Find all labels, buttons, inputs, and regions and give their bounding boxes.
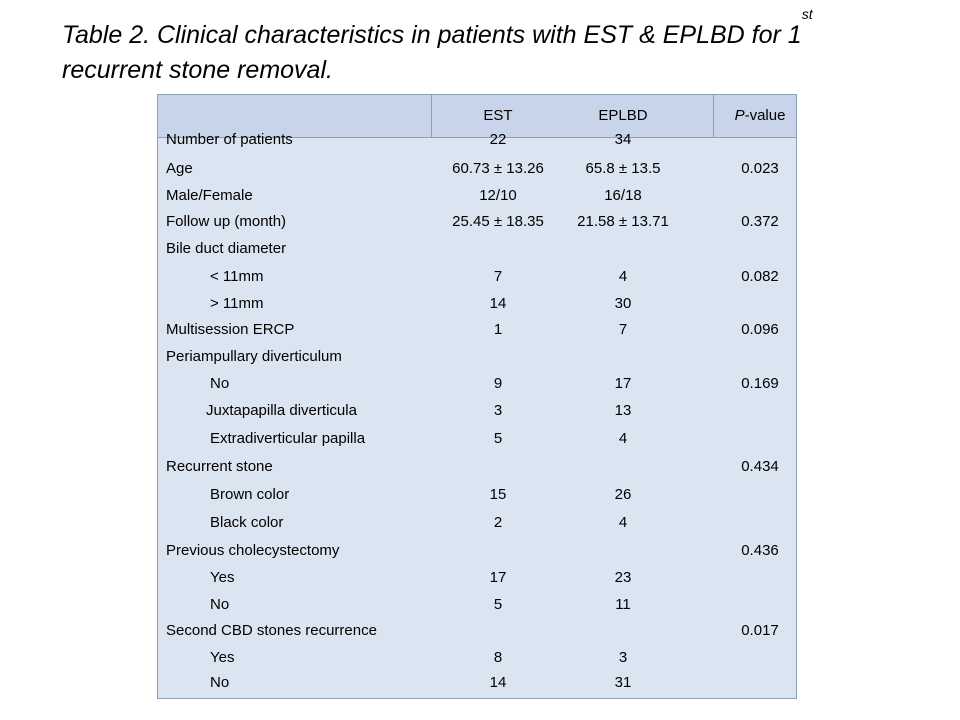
row-label: Bile duct diameter [166, 240, 287, 257]
caption-superscript: st [801, 6, 813, 22]
cell-est: 5 [493, 430, 503, 447]
cell-est: 25.45 ± 18.35 [452, 213, 544, 230]
cell-eplbd: 16/18 [604, 187, 642, 204]
row-label: Yes [210, 649, 235, 666]
header-p-rest: -value [744, 107, 786, 124]
cell-eplbd: 4 [618, 430, 628, 447]
cell-est: 7 [493, 268, 503, 285]
row-label: Multisession ERCP [166, 321, 295, 338]
cell-est: 22 [489, 131, 507, 148]
row-label: < 11mm [210, 268, 264, 285]
cell-est: 5 [493, 596, 503, 613]
cell-est: 15 [489, 486, 507, 503]
cell-p-value: 0.096 [741, 321, 779, 338]
row-label: Juxtapapilla diverticula [206, 402, 357, 419]
cell-est: 9 [493, 375, 503, 392]
cell-eplbd: 4 [618, 514, 628, 531]
row-label: No [210, 375, 230, 392]
cell-eplbd: 26 [614, 486, 632, 503]
row-label: No [210, 674, 230, 691]
clinical-characteristics-table: EST EPLBD P-value Number of patients 22 34… [157, 94, 797, 699]
row-label: Male/Female [166, 187, 253, 204]
cell-p-value: 0.082 [741, 268, 779, 285]
row-label: Black color [210, 514, 284, 531]
cell-eplbd: 17 [614, 375, 632, 392]
header-eplbd: EPLBD [598, 107, 648, 124]
header-p-italic: P [734, 107, 745, 124]
row-label: Brown color [210, 486, 290, 503]
cell-eplbd: 7 [618, 321, 628, 338]
cell-p-value: 0.017 [741, 622, 779, 639]
header-divider-left [431, 94, 432, 138]
row-label: Number of patients [166, 131, 293, 148]
table-caption: Table 2. Clinical characteristics in pat… [62, 7, 942, 88]
cell-eplbd: 30 [614, 295, 632, 312]
cell-est: 1 [493, 321, 503, 338]
cell-p-value: 0.436 [741, 542, 779, 559]
cell-eplbd: 13 [614, 402, 632, 419]
cell-eplbd: 3 [618, 649, 628, 666]
cell-est: 60.73 ± 13.26 [452, 160, 544, 177]
cell-est: 14 [489, 674, 507, 691]
cell-eplbd: 31 [614, 674, 632, 691]
cell-eplbd: 23 [614, 569, 632, 586]
cell-est: 12/10 [479, 187, 517, 204]
cell-p-value: 0.169 [741, 375, 779, 392]
cell-eplbd: 4 [618, 268, 628, 285]
row-label: Previous cholecystectomy [166, 542, 340, 559]
row-label: No [210, 596, 230, 613]
cell-est: 2 [493, 514, 503, 531]
cell-eplbd: 21.58 ± 13.71 [577, 213, 669, 230]
row-label: > 11mm [210, 295, 264, 312]
cell-p-value: 0.434 [741, 458, 779, 475]
cell-eplbd: 34 [614, 131, 632, 148]
row-label: Periampullary diverticulum [166, 348, 342, 365]
cell-p-value: 0.023 [741, 160, 779, 177]
cell-p-value: 0.372 [741, 213, 779, 230]
row-label: Age [166, 160, 193, 177]
cell-est: 17 [489, 569, 507, 586]
header-p-value: P-value [720, 107, 800, 125]
row-label: Second CBD stones recurrence [166, 622, 377, 639]
row-label: Recurrent stone [166, 458, 273, 475]
cell-est: 8 [493, 649, 503, 666]
header-est: EST [483, 107, 513, 124]
cell-eplbd: 65.8 ± 13.5 [585, 160, 661, 177]
cell-est: 3 [493, 402, 503, 419]
cell-est: 14 [489, 295, 507, 312]
header-divider-right [713, 94, 714, 138]
table-header-row [158, 94, 796, 138]
row-label: Extradiverticular papilla [210, 430, 366, 447]
caption-line-1: Table 2. Clinical characteristics in pat… [62, 21, 802, 49]
cell-eplbd: 11 [615, 596, 631, 613]
row-label: Yes [210, 569, 235, 586]
row-label: Follow up (month) [166, 213, 287, 230]
caption-line-2: recurrent stone removal. [62, 56, 333, 84]
